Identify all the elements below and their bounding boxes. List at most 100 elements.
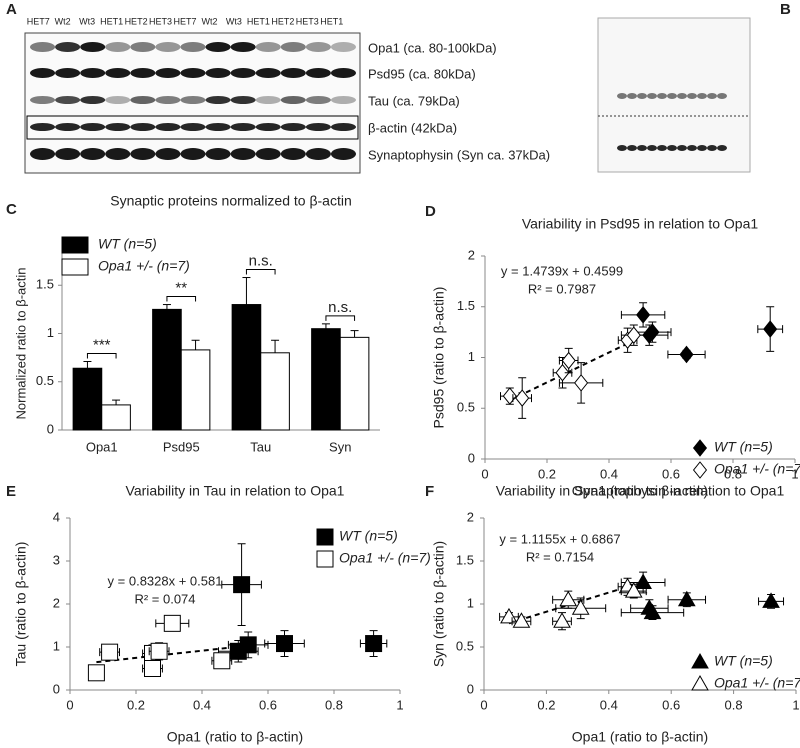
blot-band <box>305 42 331 52</box>
point <box>634 573 652 589</box>
y-tick-label: 0 <box>468 450 475 465</box>
blot-band <box>330 96 357 104</box>
blot-band <box>667 145 677 151</box>
blot-band <box>29 42 56 52</box>
lane-label: HET1 <box>100 16 123 26</box>
blot-band <box>105 42 131 52</box>
blot-band <box>230 42 256 52</box>
blot-band <box>155 96 181 104</box>
x-tick-label: Psd95 <box>163 439 200 454</box>
r-squared: R² = 0.7987 <box>528 281 596 296</box>
legend-marker <box>691 674 709 691</box>
lane-label: Wt3 <box>79 16 95 26</box>
panel-label: F <box>425 483 434 500</box>
r-squared: R² = 0.7154 <box>526 549 594 564</box>
blot-b-bands <box>617 93 727 151</box>
lane-label: HET7 <box>173 16 196 26</box>
point <box>233 576 251 594</box>
blot-band <box>155 42 181 52</box>
point <box>150 642 168 660</box>
bar <box>72 367 103 431</box>
x-axis-label: Opa1 (ratio to β-actin) <box>167 729 303 745</box>
blot-band <box>280 96 306 104</box>
blot-band <box>707 93 717 99</box>
significance-label: n.s. <box>249 252 273 269</box>
x-tick-label: 0.4 <box>600 697 618 712</box>
point <box>213 652 231 670</box>
point <box>763 320 778 338</box>
equation: y = 1.1155x + 0.6867 <box>499 531 620 546</box>
blot-band <box>647 145 657 151</box>
blot-band <box>707 145 717 151</box>
point <box>636 306 651 324</box>
y-tick-label: 3 <box>53 552 60 567</box>
blot-band <box>627 93 637 99</box>
point <box>574 374 589 392</box>
x-tick-label: Tau <box>250 439 271 454</box>
lane-label: HET3 <box>149 16 172 26</box>
blot-band <box>55 123 81 131</box>
blot-band <box>105 148 131 160</box>
blot-band <box>677 93 687 99</box>
x-tick-label: 0.8 <box>724 466 742 481</box>
bar <box>152 308 182 431</box>
lane-label: HET2 <box>271 16 294 26</box>
y-tick-label: 0.5 <box>457 400 475 415</box>
band-label: Opa1 (ca. 80-100kDa) <box>368 40 497 55</box>
x-tick-label: 0.8 <box>325 697 343 712</box>
blot-band <box>180 123 206 131</box>
x-tick-label: 0.4 <box>193 697 211 712</box>
blot-band <box>205 148 231 160</box>
r-squared: R² = 0.074 <box>134 591 195 606</box>
blot-band <box>657 145 667 151</box>
blot-band <box>305 123 331 131</box>
chart-title: Variability in Psd95 in relation to Opa1 <box>522 216 759 232</box>
blot-band <box>717 145 727 151</box>
lane-label: HET1 <box>247 16 270 26</box>
x-tick-label: 0.6 <box>662 697 680 712</box>
blot-band <box>130 123 156 131</box>
blot-band <box>230 96 256 104</box>
blot-band <box>255 148 281 160</box>
x-tick-label: 0.2 <box>537 697 555 712</box>
bar <box>180 349 211 431</box>
blot-band <box>687 145 697 151</box>
blot-band <box>330 148 357 160</box>
blot-band <box>255 42 281 52</box>
blot-band <box>80 96 106 104</box>
point <box>571 599 590 615</box>
blot-band <box>697 93 707 99</box>
legend-label: Opa1 +/- (n=7) <box>714 461 800 477</box>
legend-label: Opa1 +/- (n=7) <box>339 550 431 566</box>
blot-band <box>130 68 156 78</box>
legend-label: WT (n=5) <box>714 439 773 455</box>
point <box>553 612 571 628</box>
blot-band <box>280 123 306 131</box>
point <box>643 603 662 620</box>
blot-band <box>155 68 181 78</box>
significance-bracket <box>86 352 117 359</box>
x-tick-label: Opa1 <box>86 439 118 454</box>
point <box>555 363 570 382</box>
equation: y = 1.4739x + 0.4599 <box>501 263 623 278</box>
legend-label: WT (n=5) <box>339 528 398 544</box>
blot-band <box>55 42 81 52</box>
legend-marker <box>692 461 708 479</box>
blot-band <box>280 68 306 78</box>
blot-band <box>80 68 106 78</box>
lane-label: Wt3 <box>226 16 242 26</box>
band-label: Synaptophysin (Syn ca. 37kDa) <box>368 147 550 162</box>
point <box>87 664 105 682</box>
x-tick-label: 0.4 <box>600 466 618 481</box>
significance-label: n.s. <box>328 299 352 316</box>
blot-band <box>657 93 667 99</box>
point <box>762 592 780 608</box>
legend-label: Opa1 +/- (n=7) <box>714 675 800 691</box>
y-tick-label: 2 <box>467 509 474 524</box>
y-tick-label: 1.5 <box>457 298 475 313</box>
blot-band <box>55 148 81 160</box>
blot-band <box>305 96 331 104</box>
blot-band <box>205 123 231 131</box>
legend-marker <box>316 528 334 546</box>
x-tick-label: 1 <box>792 697 799 712</box>
